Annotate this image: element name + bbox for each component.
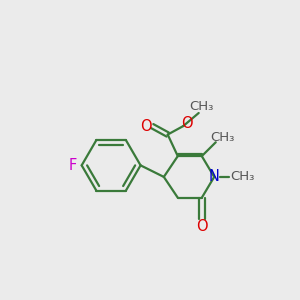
Text: O: O <box>140 118 152 134</box>
Text: N: N <box>209 169 220 184</box>
Text: CH₃: CH₃ <box>210 131 234 144</box>
Text: CH₃: CH₃ <box>230 170 254 183</box>
Text: CH₃: CH₃ <box>190 100 214 113</box>
Text: O: O <box>181 116 193 131</box>
Text: F: F <box>68 158 76 173</box>
Text: O: O <box>196 220 208 235</box>
